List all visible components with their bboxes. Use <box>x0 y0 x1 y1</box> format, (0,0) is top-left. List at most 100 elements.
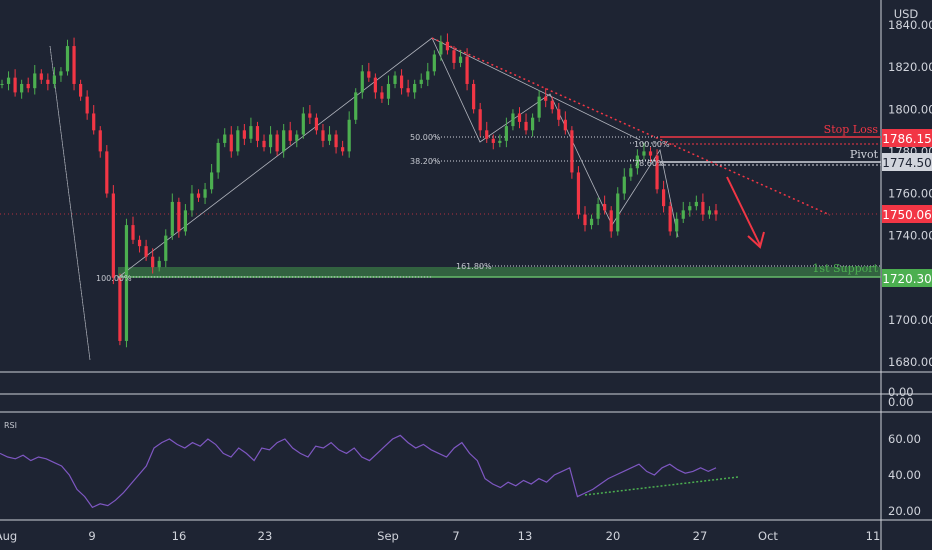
candle-body <box>0 83 4 85</box>
candle-body <box>6 77 11 84</box>
price-tick: 1740.00 <box>888 229 932 243</box>
candle-body <box>419 79 423 84</box>
candle-body <box>164 235 168 261</box>
candle-body <box>648 151 653 156</box>
candle-body <box>288 130 292 141</box>
candle-body <box>694 201 698 207</box>
candle-body <box>314 117 319 131</box>
candle-body <box>301 113 305 135</box>
price-tick: 1760.00 <box>888 187 932 201</box>
candle-body <box>603 204 607 211</box>
candle-body <box>65 46 70 72</box>
zigzag-pattern <box>119 37 679 277</box>
candle-body <box>478 109 482 131</box>
candle-body <box>413 83 417 93</box>
candle-body <box>111 193 115 278</box>
candle-body <box>399 75 404 89</box>
candle-body <box>249 126 253 139</box>
price-tick: 1840.00 <box>888 18 932 32</box>
candle-body <box>452 50 456 63</box>
time-tick: 11 <box>866 529 881 543</box>
candle-body <box>530 117 535 131</box>
time-tick: 7 <box>452 529 459 543</box>
fib-label: 78.60% <box>634 159 665 168</box>
candle-body <box>72 46 76 84</box>
candle-body <box>39 73 43 80</box>
candle-body <box>105 151 109 194</box>
candle-body <box>151 256 155 268</box>
candle-body <box>341 147 345 152</box>
support-tag <box>882 269 932 287</box>
candle-body <box>589 218 594 226</box>
projection-arrow <box>726 176 761 246</box>
price-tick: 1800.00 <box>888 102 932 116</box>
candle-body <box>609 210 613 232</box>
time-tick: 16 <box>172 529 187 543</box>
last-price-value: 1750.06 <box>882 208 932 222</box>
candle-body <box>557 109 561 120</box>
candle-body <box>583 214 587 226</box>
rsi-tick: 20.00 <box>888 504 921 518</box>
candle-body <box>688 206 692 211</box>
candle-body <box>118 277 122 341</box>
price-tick: 1820.00 <box>888 60 932 74</box>
candle-body <box>354 92 358 120</box>
rsi-line <box>0 434 717 509</box>
time-tick: 23 <box>258 529 273 543</box>
candle-body <box>262 140 266 148</box>
price-tick: 1680.00 <box>888 355 932 369</box>
candle-body <box>52 75 57 84</box>
fib-label: 161.80% <box>456 262 492 271</box>
candle-body <box>544 96 548 101</box>
rsi-trendline <box>584 476 739 496</box>
candle-body <box>216 142 220 173</box>
time-tick: 13 <box>518 529 533 543</box>
rsi-tick: 40.00 <box>888 468 921 482</box>
candle-body <box>458 56 463 63</box>
stop-loss-label: Stop Loss <box>824 123 879 136</box>
candle-body <box>131 225 135 240</box>
candle-body <box>675 218 679 232</box>
candle-body <box>393 75 397 84</box>
price-axis[interactable]: 1840.001820.001800.001780.001760.001740.… <box>888 18 932 369</box>
candle-body <box>386 83 391 99</box>
candle-body <box>707 210 712 215</box>
candle-body <box>85 96 89 114</box>
candle-body <box>373 77 377 93</box>
pivot-value: 1774.50 <box>882 156 932 170</box>
candle-body <box>445 41 450 51</box>
candle-body <box>308 113 312 118</box>
fib-label: 100.00% <box>634 140 670 149</box>
last-price-tag <box>882 205 932 223</box>
pivot-label: Pivot <box>850 148 879 161</box>
candle-body <box>635 155 639 169</box>
currency-label: USD <box>894 7 919 21</box>
candle-body <box>511 113 515 127</box>
candle-body <box>79 83 83 97</box>
candle-body <box>196 193 201 198</box>
candle-body <box>465 56 469 84</box>
time-axis[interactable]: Aug 9 16 23 Sep 7 13 20 27 Oct 11 <box>0 529 880 543</box>
candle-body <box>380 92 384 99</box>
candle-body <box>524 121 528 131</box>
price-tick: 1700.00 <box>888 313 932 327</box>
candle-body <box>360 71 364 93</box>
candle-body <box>498 140 502 143</box>
candle-body <box>432 54 436 72</box>
candle-body <box>59 71 63 76</box>
candle-body <box>347 119 351 152</box>
candle-body <box>334 134 338 148</box>
candle-body <box>190 193 194 211</box>
time-tick: Sep <box>377 529 399 543</box>
candle-body <box>275 134 279 152</box>
time-tick: 20 <box>606 529 621 543</box>
candle-body <box>242 130 246 139</box>
candle-body <box>550 100 554 110</box>
fib-label: 38.20% <box>410 157 441 166</box>
candle-body <box>236 130 240 152</box>
candle-body <box>485 130 489 139</box>
candle-body <box>681 210 685 219</box>
candle-body <box>701 201 705 215</box>
